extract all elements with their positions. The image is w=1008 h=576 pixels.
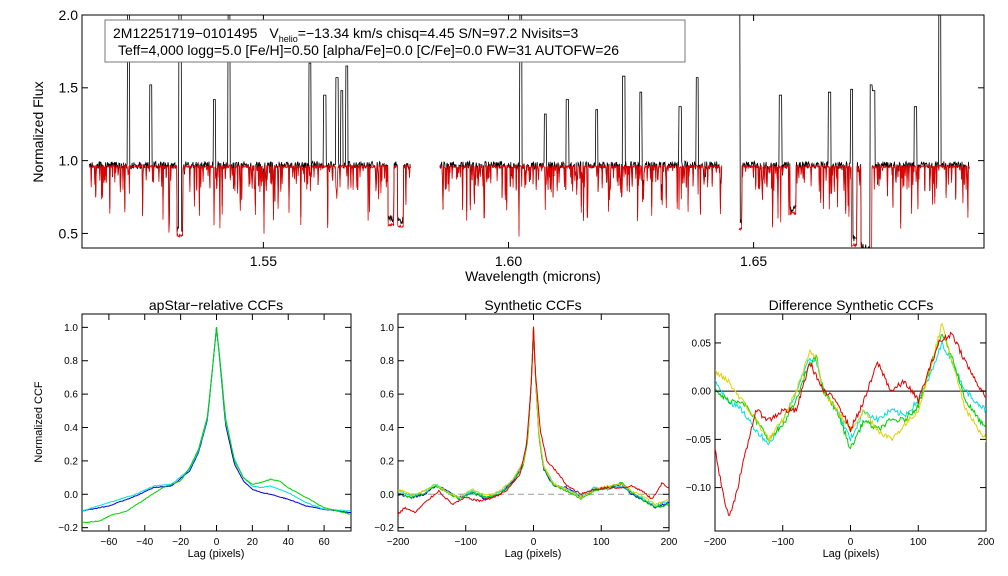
apstar-ccf-ticks: −60 −40 −20 0 20 40 60 −0.2 0.0 0.2 0.4 0.6 0.8 1.0: [58, 314, 351, 548]
apstar-ccf-lines: [82, 327, 351, 523]
synthetic-ccf-xtick-label: 100: [593, 537, 610, 548]
difference-ccf-x-label: Lag (pixels): [823, 548, 880, 560]
spectrum-ytick-label: 2.0: [59, 7, 79, 23]
synthetic-ccf-ytick-label: 0.8: [380, 356, 394, 367]
apstar-ccf-xtick-label: −40: [136, 537, 153, 548]
spectrum-lines: [89, 15, 970, 248]
info-line-1-rest: =−13.34 km/s chisq=4.45 S/N=97.2 Nvisits…: [298, 25, 579, 41]
difference-ccf-ytick-label: 0.05: [692, 338, 712, 349]
apstar-ccf-xtick-label: −20: [172, 537, 189, 548]
spectrum-xtick-label: 1.65: [740, 253, 767, 269]
difference-ccf-xtick-label: −100: [771, 537, 794, 548]
synthetic-ccf-lines: [398, 326, 669, 516]
difference-ccf-xtick-label: 0: [848, 537, 854, 548]
apstar-ccf-title: apStar−relative CCFs: [149, 297, 283, 313]
spectrum-ytick-label: 0.5: [59, 225, 79, 241]
apstar-ccf-series-green: [82, 327, 351, 523]
spectrum-panel: 1.55 1.60 1.65 0.5 1.0 1.5 2.0 Wavelength (mic…: [30, 7, 985, 284]
synthetic-ccf-xtick-label: 200: [661, 537, 678, 548]
synthetic-ccf-xtick-label: −100: [454, 537, 477, 548]
difference-ccf-ticks: −200 −100 0 100 200 −0.10 −0.05 0.00 0.05: [686, 314, 995, 548]
synthetic-ccf-ytick-label: 0.6: [380, 390, 394, 401]
spectrum-ytick-label: 1.5: [59, 80, 79, 96]
apstar-ccf-y-label: Normalized CCF: [33, 381, 45, 463]
difference-ccf-panel: Difference Synthetic CCFs −200 −100 0 100 20…: [686, 297, 995, 560]
spectrum-plot-frame: [81, 14, 985, 249]
difference-ccf-ytick-label: −0.05: [686, 435, 712, 446]
apstar-ccf-ytick-label: 0.8: [64, 356, 78, 367]
synthetic-ccf-xtick-label: 0: [531, 537, 537, 548]
spectrum-ytick-label: 1.0: [59, 153, 79, 169]
apstar-ccf-panel: apStar−relative CCFs −60 −40 −20 0 20 40 60 −0.…: [33, 297, 352, 560]
apstar-ccf-x-label: Lag (pixels): [188, 548, 245, 560]
apstar-ccf-xtick-label: 0: [214, 537, 220, 548]
spectrum-x-label: Wavelength (microns): [465, 268, 601, 284]
synthetic-ccf-ytick-label: −0.2: [374, 523, 394, 534]
spectrum-xtick-label: 1.55: [250, 253, 277, 269]
synthetic-ccf-series-red: [398, 326, 669, 516]
apstar-ccf-ytick-label: 1.0: [64, 323, 78, 334]
apstar-ccf-ytick-label: 0.6: [64, 390, 78, 401]
synthetic-ccf-xtick-label: −200: [387, 537, 410, 548]
difference-ccf-lines: [715, 323, 986, 516]
spectrum-xtick-label: 1.60: [495, 253, 522, 269]
difference-ccf-ytick-label: −0.10: [686, 483, 712, 494]
difference-ccf-series-cyan: [715, 339, 986, 446]
synthetic-ccf-ytick-label: 0.4: [380, 423, 394, 434]
info-line-1: 2M12251719−0101495 Vhelio=−13.34 km/s chi…: [113, 25, 579, 44]
difference-ccf-series-yellow: [715, 323, 986, 443]
apstar-ccf-ytick-label: −0.2: [58, 523, 78, 534]
star-id: 2M12251719−0101495: [113, 25, 258, 41]
model-spectrum-segment-1: [89, 163, 411, 239]
difference-ccf-ytick-label: 0.00: [692, 387, 712, 398]
synthetic-ccf-x-label: Lag (pixels): [505, 548, 562, 560]
synthetic-ccf-ytick-label: 0.0: [380, 490, 394, 501]
apstar-ccf-xtick-label: −60: [100, 537, 117, 548]
apstar-ccf-ytick-label: 0.4: [64, 423, 78, 434]
apstar-ccf-ytick-label: 0.2: [64, 456, 78, 467]
vhelio-subscript: helio: [279, 34, 298, 44]
apstar-ccf-xtick-label: 60: [319, 537, 331, 548]
info-box: [104, 19, 686, 63]
synthetic-ccf-title: Synthetic CCFs: [484, 297, 581, 313]
difference-ccf-xtick-label: 200: [978, 537, 995, 548]
synthetic-ccf-ticks: −200 −100 0 100 200 −0.2 0.0 0.2 0.4 0.6 0.8 1.0: [374, 314, 678, 548]
difference-ccf-xtick-label: −200: [704, 537, 727, 548]
synthetic-ccf-series-green: [398, 326, 669, 508]
difference-ccf-series-red: [715, 331, 986, 516]
apstar-ccf-ytick-label: 0.0: [64, 490, 78, 501]
synthetic-ccf-ytick-label: 0.2: [380, 456, 394, 467]
synthetic-ccf-ytick-label: 1.0: [380, 323, 394, 334]
spectrum-y-label: Normalized Flux: [30, 81, 46, 182]
apstar-ccf-xtick-label: 20: [247, 537, 259, 548]
difference-ccf-title: Difference Synthetic CCFs: [769, 297, 934, 313]
spectrum-ticks: 1.55 1.60 1.65 0.5 1.0 1.5 2.0: [59, 7, 984, 269]
model-spectrum-segment-2: [439, 163, 723, 237]
synthetic-ccf-panel: Synthetic CCFs −200 −100 0 100 200 −0.2 0.0 0.2…: [374, 297, 678, 560]
info-line-2: Teff=4,000 logg=5.0 [Fe/H]=0.50 [alpha/F…: [118, 42, 619, 58]
apstar-ccf-xtick-label: 40: [283, 537, 295, 548]
vhelio-label: V: [269, 25, 279, 41]
model-spectrum-segment-3: [738, 163, 970, 248]
difference-ccf-xtick-label: 100: [910, 537, 927, 548]
